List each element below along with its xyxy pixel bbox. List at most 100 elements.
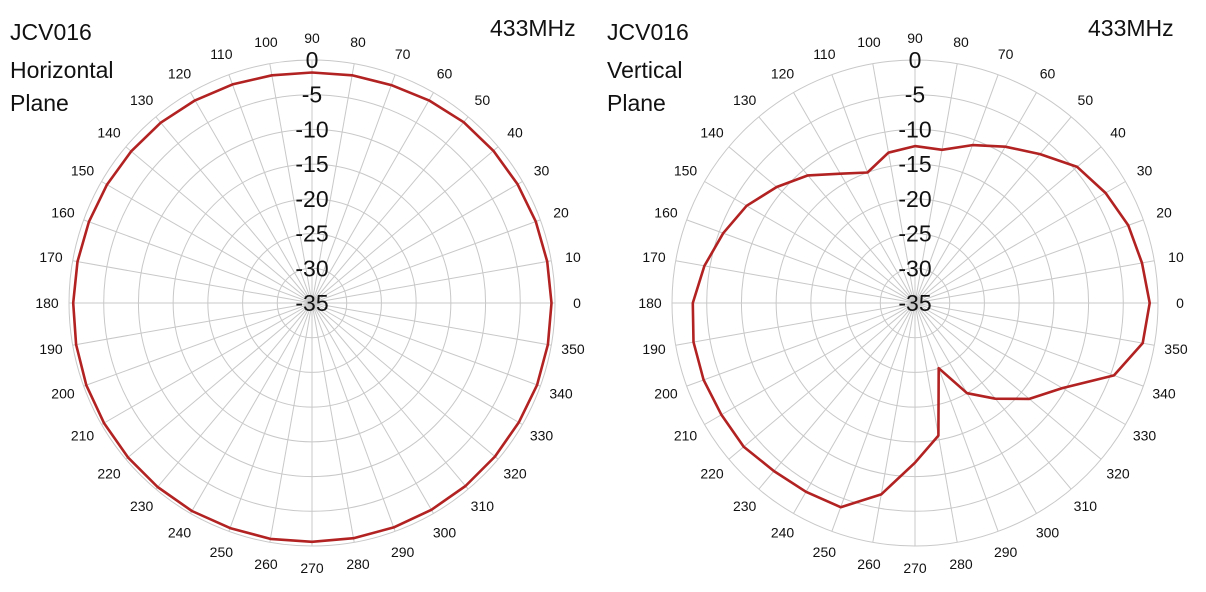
grid-spoke [872, 302, 916, 543]
grid-spoke [311, 146, 499, 304]
grid-spoke [831, 74, 916, 304]
grid-spoke [686, 219, 916, 304]
grid-spoke [125, 146, 313, 304]
angle-tick-label: 80 [350, 34, 366, 50]
grid-spoke [704, 302, 916, 425]
angle-tick-label: 310 [471, 498, 495, 514]
radial-tick-label: 0 [909, 47, 922, 73]
grid-spoke [311, 63, 355, 304]
grid-spoke [190, 92, 313, 304]
angle-tick-label: 350 [561, 341, 585, 357]
grid-spoke [311, 92, 434, 304]
chart-title: JCV016 [607, 19, 689, 45]
chart-title: JCV016 [10, 19, 92, 45]
angle-tick-label: 170 [39, 249, 63, 265]
grid-spoke [793, 302, 916, 514]
grid-spoke [311, 302, 541, 387]
angle-tick-label: 280 [346, 556, 370, 572]
grid-spoke [269, 63, 313, 304]
grid-spoke [83, 219, 313, 304]
angle-tick-label: 10 [1168, 249, 1184, 265]
angle-tick-label: 340 [1152, 386, 1176, 402]
angle-tick-label: 190 [642, 341, 666, 357]
angle-tick-label: 150 [674, 163, 698, 179]
radial-tick-label: -15 [295, 151, 328, 177]
series-line [71, 71, 553, 544]
angle-tick-label: 300 [1036, 524, 1060, 540]
grid-spoke [190, 302, 313, 514]
frequency-label: 433MHz [1088, 15, 1174, 41]
chart-subtitle-line-2: Plane [10, 90, 69, 116]
grid-spoke [872, 63, 916, 304]
angle-tick-label: 260 [857, 556, 881, 572]
grid-spoke [675, 302, 916, 346]
grid-spoke [311, 302, 523, 425]
grid-spoke [914, 146, 1102, 304]
angle-tick-label: 330 [530, 428, 554, 444]
angle-tick-label: 60 [437, 66, 453, 82]
angle-tick-label: 20 [553, 204, 569, 220]
angle-tick-label: 110 [813, 46, 836, 62]
angle-tick-label: 70 [395, 46, 411, 62]
angle-tick-label: 200 [51, 386, 75, 402]
angle-tick-label: 240 [168, 524, 192, 540]
radial-tick-label: -30 [898, 255, 931, 281]
angle-tick-label: 30 [1137, 163, 1153, 179]
angle-tick-label: 240 [771, 524, 795, 540]
angle-tick-label: 40 [507, 125, 523, 141]
angle-tick-label: 310 [1074, 498, 1098, 514]
angle-tick-label: 230 [130, 498, 154, 514]
grid-spoke [914, 302, 1037, 514]
radial-tick-label: -35 [898, 290, 931, 316]
grid-spoke [704, 181, 916, 304]
grid-spoke [311, 302, 469, 490]
angle-tick-label: 50 [1078, 92, 1094, 108]
grid-spoke [83, 302, 313, 387]
radial-tick-label: 0 [306, 47, 319, 73]
grid-spoke [155, 302, 313, 490]
chart-subtitle-line-2: Plane [607, 90, 666, 116]
angle-tick-label: 270 [903, 560, 927, 576]
grid-spoke [686, 302, 916, 387]
grid-spoke [101, 302, 313, 425]
angle-tick-label: 230 [733, 498, 757, 514]
grid-spoke [72, 260, 313, 304]
grid-spoke [793, 92, 916, 304]
grid-spoke [311, 219, 541, 304]
grid-spoke [228, 302, 313, 532]
grid-spoke [831, 302, 916, 532]
grid-spoke [758, 302, 916, 490]
angle-tick-label: 90 [304, 30, 320, 46]
angle-tick-label: 270 [300, 560, 324, 576]
grid-spoke [914, 302, 1155, 346]
grid-spoke [914, 302, 958, 543]
angle-tick-label: 190 [39, 341, 63, 357]
angle-tick-label: 160 [654, 204, 678, 220]
angle-tick-label: 150 [71, 163, 95, 179]
angle-tick-label: 290 [391, 544, 415, 560]
grid-spoke [311, 302, 434, 514]
angle-tick-label: 130 [130, 92, 154, 108]
angle-tick-label: 320 [1106, 465, 1130, 481]
grid-spoke [758, 116, 916, 304]
angle-tick-label: 320 [503, 465, 527, 481]
grid-spoke [72, 302, 313, 346]
polar-chart-vertical: 0 10 20 30 40 50 60 70 80 90 100 110 120 130 140 150 160… [638, 30, 1188, 576]
angle-tick-label: 100 [857, 34, 881, 50]
grid-spoke [914, 116, 1072, 304]
angle-tick-label: 210 [71, 428, 95, 444]
angle-tick-label: 250 [813, 544, 837, 560]
horizontal-plane-panel: 0 10 20 30 40 50 60 70 80 90 100 110 120 130 140 150 160… [10, 15, 585, 576]
angle-tick-label: 170 [642, 249, 666, 265]
grid-spoke [155, 116, 313, 304]
angle-tick-label: 40 [1110, 125, 1126, 141]
radial-tick-label: -15 [898, 151, 931, 177]
grid-spoke [675, 260, 916, 304]
grid-spoke [914, 302, 1072, 490]
grid-spoke [914, 302, 1102, 460]
polar-chart-horizontal: 0 10 20 30 40 50 60 70 80 90 100 110 120 130 140 150 160… [35, 30, 585, 576]
angle-tick-label: 140 [97, 125, 121, 141]
radial-tick-label: -30 [295, 255, 328, 281]
angle-tick-label: 210 [674, 428, 698, 444]
grid-spoke [914, 260, 1155, 304]
